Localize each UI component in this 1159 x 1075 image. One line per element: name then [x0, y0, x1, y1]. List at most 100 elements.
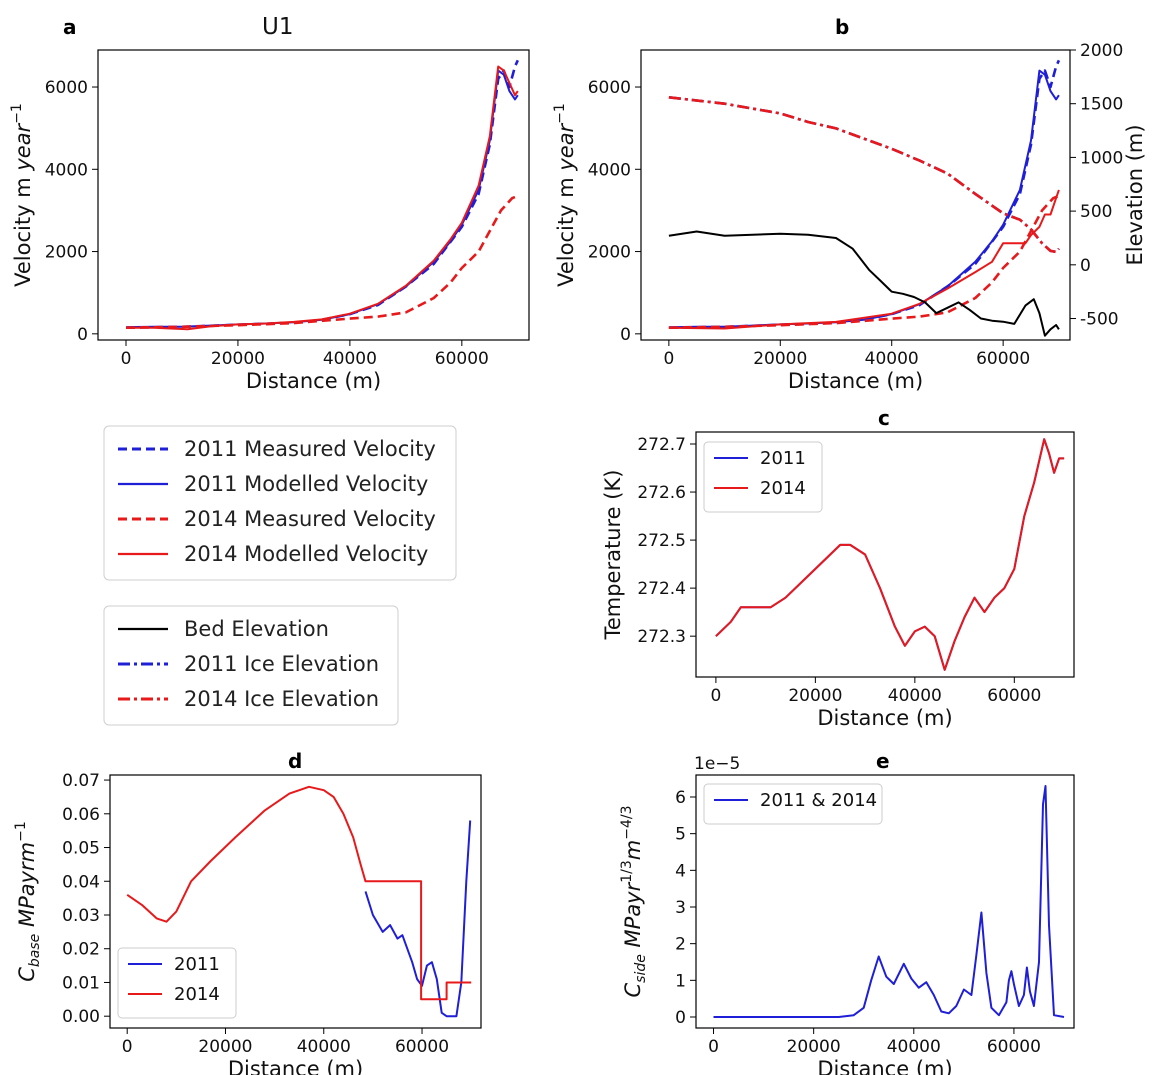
panel-label-d: d: [288, 749, 302, 773]
plot-frame-b: [640, 49, 1071, 341]
chart-panel-a: 0 20000 40000 60000 0 2000 4000 6000 Distance (m…: [9, 49, 530, 393]
y-right-axis-label-b: Elevation (m): [1123, 124, 1147, 265]
y-tick-label-c: 272.7: [637, 435, 686, 455]
series-a-2014-measured-velocity: [125, 194, 519, 329]
series-b-bed-elevation: [668, 230, 1060, 337]
x-tick-label-c: 60000: [987, 686, 1041, 706]
x-axis-label-d: Distance (m): [228, 1057, 363, 1075]
y-tick-label-c: 272.6: [637, 483, 686, 503]
plot-frame-e: [695, 774, 1075, 1029]
y-tick-label-e: 2: [675, 935, 686, 955]
series-d-2014: [126, 785, 472, 1001]
x-tick-label-d: 40000: [297, 1037, 351, 1057]
y-tick-label-d: 0.02: [62, 940, 100, 960]
x-tick-label-b: 60000: [976, 349, 1030, 369]
plot-frame-a: [97, 49, 530, 341]
chart-panel-b: 0 20000 40000 60000 0 2000 4000 6000 -500 0 500 100…: [552, 41, 1147, 393]
x-tick-label-e: 60000: [987, 1037, 1041, 1057]
legend-label: 2014 Measured Velocity: [184, 507, 436, 531]
x-tick-label-c: 0: [710, 686, 721, 706]
x-axis-label-e: Distance (m): [817, 1057, 952, 1075]
legend-box-c: [703, 441, 823, 513]
plot-frame-c: [695, 431, 1075, 678]
legend-box-d: [117, 947, 237, 1019]
x-tick-label-e: 40000: [887, 1037, 941, 1057]
chart-panel-e: 0 20000 40000 60000 0 1 2 3 4 5 6 Distance (m) Cside…: [619, 754, 1075, 1075]
y-tick-label-e: 5: [675, 825, 686, 845]
y-tick-label-a: 6000: [45, 78, 88, 98]
y-tick-label-d: 0.03: [62, 906, 100, 926]
x-tick-label-d: 60000: [395, 1037, 449, 1057]
x-tick-label-a: 0: [121, 349, 132, 369]
x-tick-label-e: 0: [708, 1037, 719, 1057]
series-a-2011-measured-velocity: [125, 59, 519, 329]
panel-label-e: e: [876, 749, 890, 773]
panel-label-c: c: [878, 406, 890, 430]
y-tick-label-d: 0.00: [62, 1007, 100, 1027]
series-b-2014-ice-elevation: [668, 96, 1060, 254]
legend-velocity-box: [103, 425, 457, 581]
y-tick-label-d: 0.07: [62, 771, 100, 791]
y-tick-label-b: 4000: [588, 160, 631, 180]
series-a-2014-modelled-velocity: [126, 65, 519, 331]
y-tick-label-d: 0.01: [62, 973, 100, 993]
panel-title-u1: U1: [262, 14, 293, 40]
series-a-2011-modelled-velocity: [125, 69, 519, 329]
series-b-2014-modelled-velocity: [668, 189, 1060, 330]
legend-label: 2011 Measured Velocity: [184, 437, 436, 461]
y-tick-label-e: 0: [675, 1008, 686, 1028]
y-axis-label-e: Cside MPayr1/3m−4/3: [619, 805, 649, 997]
y-axis-label-d: Cbase MPayrm−1: [13, 821, 43, 982]
x-axis-label-a: Distance (m): [246, 369, 381, 393]
y-right-tick-label-b: -500: [1080, 310, 1119, 330]
y-tick-label-a: 2000: [45, 243, 88, 263]
x-tick-label-b: 40000: [865, 349, 919, 369]
x-tick-label-d: 20000: [198, 1037, 252, 1057]
panel-label-a: a: [63, 15, 77, 39]
y-right-tick-label-b: 500: [1080, 202, 1112, 222]
y-right-tick-label-b: 2000: [1080, 41, 1123, 61]
legend-label-c: 2014: [760, 478, 806, 499]
chart-panel-c: 0 20000 40000 60000 272.3 272.4 272.5 272.6 272.…: [601, 431, 1075, 730]
y-tick-label-b: 0: [620, 325, 631, 345]
y-axis-label-b: Velocity m year−1: [552, 103, 578, 287]
y-tick-label-b: 2000: [588, 243, 631, 263]
y-tick-label-c: 272.5: [637, 531, 686, 551]
y-tick-label-d: 0.05: [62, 839, 100, 859]
legend-label: 2011 Modelled Velocity: [184, 472, 428, 496]
x-tick-label-c: 20000: [788, 686, 842, 706]
x-tick-label-d: 0: [122, 1037, 133, 1057]
plot-frame-d: [109, 774, 482, 1029]
y-tick-label-e: 3: [675, 898, 686, 918]
y-tick-label-c: 272.4: [637, 579, 686, 599]
x-tick-label-a: 60000: [435, 349, 489, 369]
series-c-2014: [715, 438, 1065, 671]
series-b-2011-measured-velocity: [668, 59, 1061, 329]
legend-label: 2011 Ice Elevation: [184, 652, 379, 676]
x-tick-label-a: 20000: [211, 349, 265, 369]
series-e-2011-2014: [713, 785, 1065, 1018]
legend-label-c: 2011: [760, 448, 806, 469]
y-tick-label-d: 0.06: [62, 805, 100, 825]
y-axis-label-c: Temperature (K): [601, 470, 625, 641]
x-tick-label-b: 20000: [753, 349, 807, 369]
y-right-tick-label-b: 1000: [1080, 148, 1123, 168]
legend-label-d: 2014: [174, 984, 220, 1005]
legend-box-e: [703, 783, 883, 825]
y-right-tick-label-b: 0: [1080, 256, 1091, 276]
x-tick-label-b: 0: [663, 349, 674, 369]
legend-label: 2014 Modelled Velocity: [184, 542, 428, 566]
x-tick-label-c: 40000: [888, 686, 942, 706]
y-tick-label-d: 0.04: [62, 872, 100, 892]
y-tick-label-a: 4000: [45, 160, 88, 180]
y-tick-label-a: 0: [77, 325, 88, 345]
series-b-2011-modelled-velocity: [668, 69, 1060, 329]
y-tick-label-b: 6000: [588, 78, 631, 98]
x-axis-label-c: Distance (m): [817, 706, 952, 730]
elevation-legend: Bed Elevation 2011 Ice Elevation 2014 Ice …: [103, 605, 399, 726]
chart-panel-d: 0 20000 40000 60000 0.00 0.01 0.02 0.03 0.04 0.05…: [13, 771, 482, 1075]
y-tick-label-e: 4: [675, 861, 686, 881]
x-axis-label-b: Distance (m): [788, 369, 923, 393]
velocity-legend: 2011 Measured Velocity 2011 Modelled Velo…: [103, 425, 457, 581]
